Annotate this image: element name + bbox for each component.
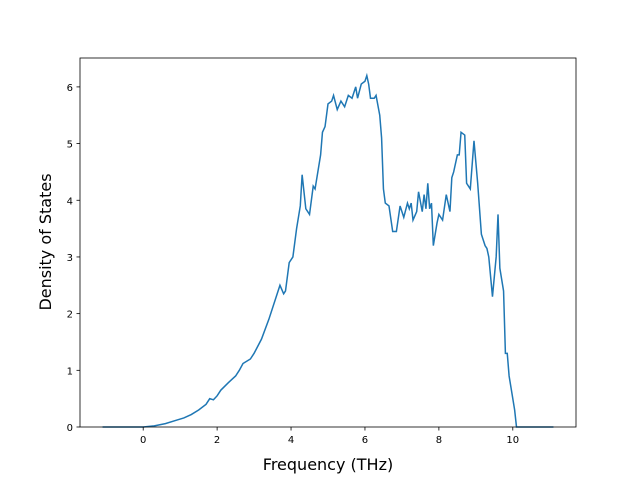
y-axis-label: Density of States [36,173,55,310]
x-tick-label: 2 [214,435,220,446]
dos-line [102,72,554,428]
y-tick-label: 6 [67,83,73,94]
y-tick-label: 0 [67,423,73,434]
x-axis-label: Frequency (THz) [263,455,393,474]
y-tick-label: 1 [67,366,73,377]
y-tick-label: 2 [67,310,73,321]
y-tick-label: 3 [67,253,73,264]
x-tick-label: 8 [436,435,442,446]
y-tick-label: 4 [67,196,73,207]
x-tick-label: 10 [506,435,519,446]
plot-frame [79,57,577,428]
y-tick-label: 5 [67,140,73,151]
x-tick-label: 0 [140,435,146,446]
x-tick-label: 6 [362,435,368,446]
x-tick-label: 4 [288,435,294,446]
